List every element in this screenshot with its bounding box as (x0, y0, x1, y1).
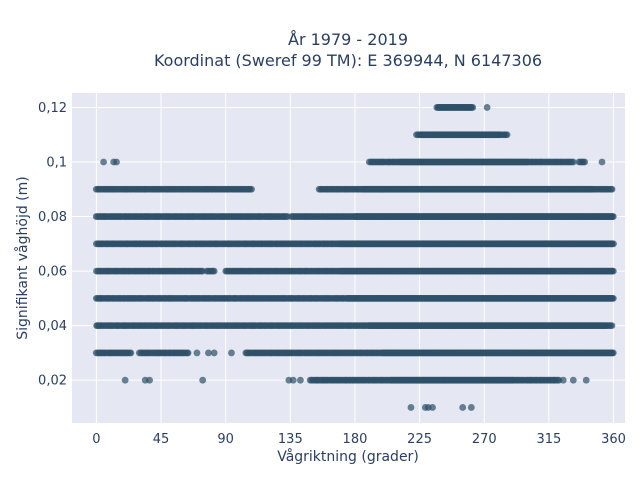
x-tick-label: 315 (536, 432, 561, 447)
y-tick-label: 0,08 (38, 210, 67, 225)
data-point (459, 404, 467, 411)
data-point (559, 376, 567, 384)
data-point (407, 404, 415, 411)
chart-title-line2: Koordinat (Sweref 99 TM): E 369944, N 61… (154, 51, 542, 70)
data-point (113, 158, 120, 166)
data-point (581, 158, 589, 166)
data-point (429, 404, 436, 411)
y-tick-label: 0,04 (38, 319, 67, 334)
data-point (469, 104, 477, 111)
x-axis-ticks: 0 45 90 135 180 225 270 315 360 (92, 432, 626, 447)
data-point (609, 294, 617, 302)
data-point (582, 376, 590, 384)
data-point (199, 376, 207, 384)
x-tick-label: 0 (92, 432, 100, 447)
x-tick-label: 135 (278, 432, 303, 447)
data-point (609, 267, 617, 275)
data-point (569, 158, 577, 166)
y-tick-label: 0,1 (46, 156, 67, 171)
data-point (184, 349, 192, 357)
x-tick-label: 225 (407, 432, 432, 447)
data-point (146, 376, 153, 384)
data-point (608, 185, 616, 193)
data-point (503, 131, 511, 139)
chart-title-line1: År 1979 - 2019 (288, 30, 408, 49)
x-tick-label: 270 (472, 432, 497, 447)
x-tick-label: 180 (343, 432, 368, 447)
data-point (608, 322, 616, 330)
data-point (296, 376, 304, 384)
data-point (289, 376, 297, 384)
data-point (193, 349, 201, 357)
x-axis-title: Vågriktning (grader) (277, 448, 419, 465)
plot-background (72, 93, 625, 423)
y-tick-label: 0,02 (38, 374, 67, 389)
data-points (92, 104, 617, 411)
data-point (609, 349, 617, 357)
y-axis-ticks: 0,02 0,04 0,06 0,08 0,1 0,12 (38, 101, 67, 389)
data-point (483, 104, 491, 111)
data-point (609, 213, 617, 220)
data-point (248, 185, 255, 193)
data-point (228, 349, 235, 357)
x-tick-label: 360 (601, 432, 626, 447)
y-tick-label: 0,12 (38, 101, 67, 116)
y-tick-label: 0,06 (38, 265, 67, 280)
data-point (210, 267, 218, 275)
x-tick-label: 90 (217, 432, 234, 447)
data-point (205, 349, 212, 357)
data-point (127, 349, 135, 357)
data-point (210, 349, 218, 357)
y-axis-title: Signifikant våghöjd (m) (14, 176, 31, 339)
data-point (365, 158, 373, 166)
data-point (569, 376, 577, 384)
data-point (467, 404, 475, 411)
data-point (598, 158, 606, 166)
data-point (610, 240, 617, 248)
data-point (100, 158, 107, 166)
data-point (121, 376, 129, 384)
x-tick-label: 45 (153, 432, 170, 447)
